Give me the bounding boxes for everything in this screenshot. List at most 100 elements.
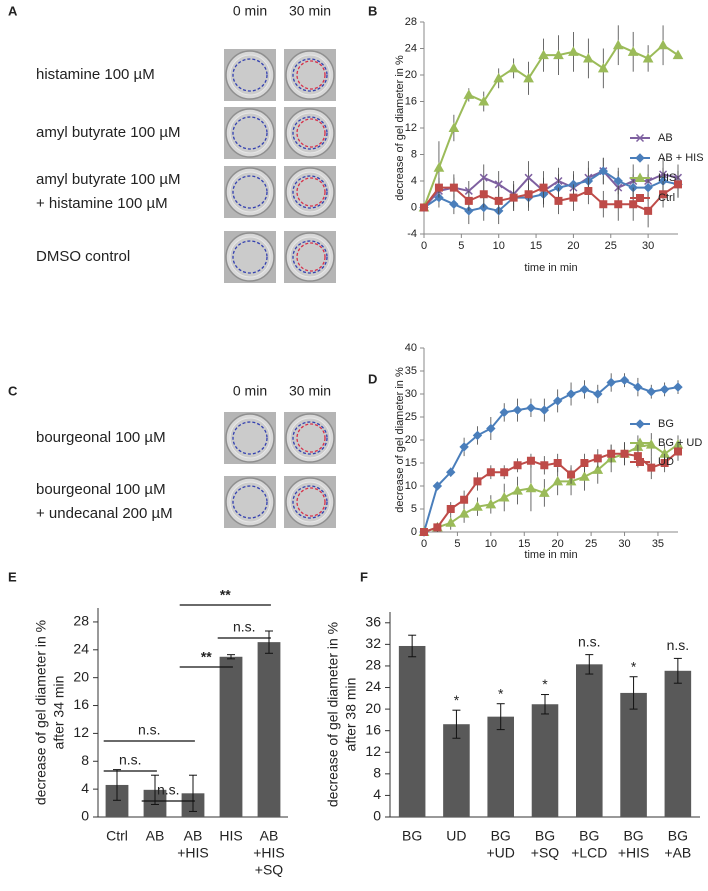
point <box>674 447 682 456</box>
point <box>674 180 682 189</box>
x-tick-label: 15 <box>518 538 530 550</box>
column-header: 30 min <box>289 3 331 19</box>
point <box>606 377 616 388</box>
legend-label: BG <box>658 418 674 430</box>
significance-label: ** <box>201 649 212 665</box>
point <box>526 403 536 413</box>
y-tick-label: 8 <box>373 765 381 781</box>
point <box>420 528 428 536</box>
y-tick-label: 12 <box>365 743 381 759</box>
x-tick-label: BG <box>623 828 643 844</box>
point <box>552 396 563 406</box>
row-label: amyl butyrate 100 µM <box>36 171 181 188</box>
gel-outline <box>292 485 328 519</box>
dish-gel <box>229 236 271 278</box>
gel-outline <box>292 58 328 92</box>
x-tick-label: 30 <box>618 538 630 550</box>
y-tick-label: 28 <box>405 16 417 28</box>
x-tick-label: +HIS <box>177 845 209 861</box>
x-tick-label: 35 <box>652 538 664 550</box>
gel-outline <box>292 421 328 455</box>
point <box>524 173 533 182</box>
point <box>493 72 505 83</box>
legend-label: AB <box>658 132 673 144</box>
point <box>659 384 670 395</box>
point <box>579 471 590 481</box>
x-tick-label: BG <box>668 828 688 844</box>
point <box>580 459 589 467</box>
gel-outline <box>292 175 328 209</box>
y-tick-label: 0 <box>373 808 381 824</box>
point <box>449 183 458 192</box>
gel-outline <box>296 423 326 453</box>
dish-gel <box>229 54 271 96</box>
point <box>599 200 608 209</box>
legend-label: BG + UD <box>658 437 702 449</box>
point <box>472 430 483 441</box>
bar <box>487 716 514 817</box>
y-tick-label: 5 <box>411 503 417 515</box>
row-label: DMSO control <box>36 248 130 265</box>
gel-outline <box>296 118 326 148</box>
point <box>645 439 657 449</box>
gel-outline <box>232 485 268 519</box>
point <box>627 46 639 56</box>
point <box>479 173 488 182</box>
gel-outline <box>232 421 268 455</box>
column-header: 30 min <box>289 383 331 399</box>
column-header: 0 min <box>233 383 267 399</box>
significance-label: * <box>454 692 460 708</box>
y-axis-title: decrease of gel diameter in % <box>394 367 406 513</box>
y-tick-label: 8 <box>81 752 89 768</box>
x-tick-label: 10 <box>493 240 505 252</box>
x-tick-label: 20 <box>552 538 564 550</box>
y-tick-label: 24 <box>405 42 417 54</box>
point <box>612 39 624 50</box>
panel-letter: E <box>8 569 17 584</box>
y-tick-label: 10 <box>405 480 417 492</box>
gel-outline <box>232 116 268 150</box>
point <box>472 501 483 511</box>
point <box>566 389 576 399</box>
dish-gel <box>229 112 271 154</box>
point <box>464 206 474 216</box>
significance-label: n.s. <box>157 782 180 798</box>
point <box>539 183 548 192</box>
significance-label: * <box>542 676 548 692</box>
gel-outline <box>296 487 326 517</box>
point <box>672 49 684 60</box>
x-tick-label: +SQ <box>531 845 560 861</box>
dish-gel <box>229 481 271 523</box>
gel-outline <box>232 58 268 92</box>
y-tick-label: 0 <box>411 526 417 538</box>
y-tick-label: 16 <box>405 95 417 107</box>
point <box>646 386 656 397</box>
significance-label: n.s. <box>233 619 256 635</box>
legend-label: UD <box>658 456 674 468</box>
point <box>643 182 653 193</box>
point <box>538 49 549 60</box>
y-tick-label: 20 <box>73 668 89 684</box>
point <box>597 62 609 73</box>
y-tick-label: 36 <box>365 613 381 629</box>
point <box>460 495 469 504</box>
point <box>432 481 443 491</box>
x-tick-label: BG <box>402 828 422 844</box>
point <box>464 196 473 205</box>
x-tick-label: 30 <box>642 240 654 252</box>
x-tick-label: AB <box>260 828 279 844</box>
row-label: amyl butyrate 100 µM <box>36 124 181 141</box>
x-tick-label: 0 <box>421 538 427 550</box>
point <box>607 449 616 458</box>
point <box>569 193 578 202</box>
row-label: bourgeonal 100 µM <box>36 481 166 498</box>
significance-label: * <box>631 658 637 674</box>
point <box>540 461 549 470</box>
point <box>582 52 594 63</box>
significance-label: n.s. <box>667 637 690 653</box>
y-tick-label: 28 <box>365 657 381 673</box>
legend-marker <box>636 194 644 202</box>
point <box>633 382 643 392</box>
gel-outline <box>292 240 328 274</box>
panel-letter: F <box>360 569 368 584</box>
